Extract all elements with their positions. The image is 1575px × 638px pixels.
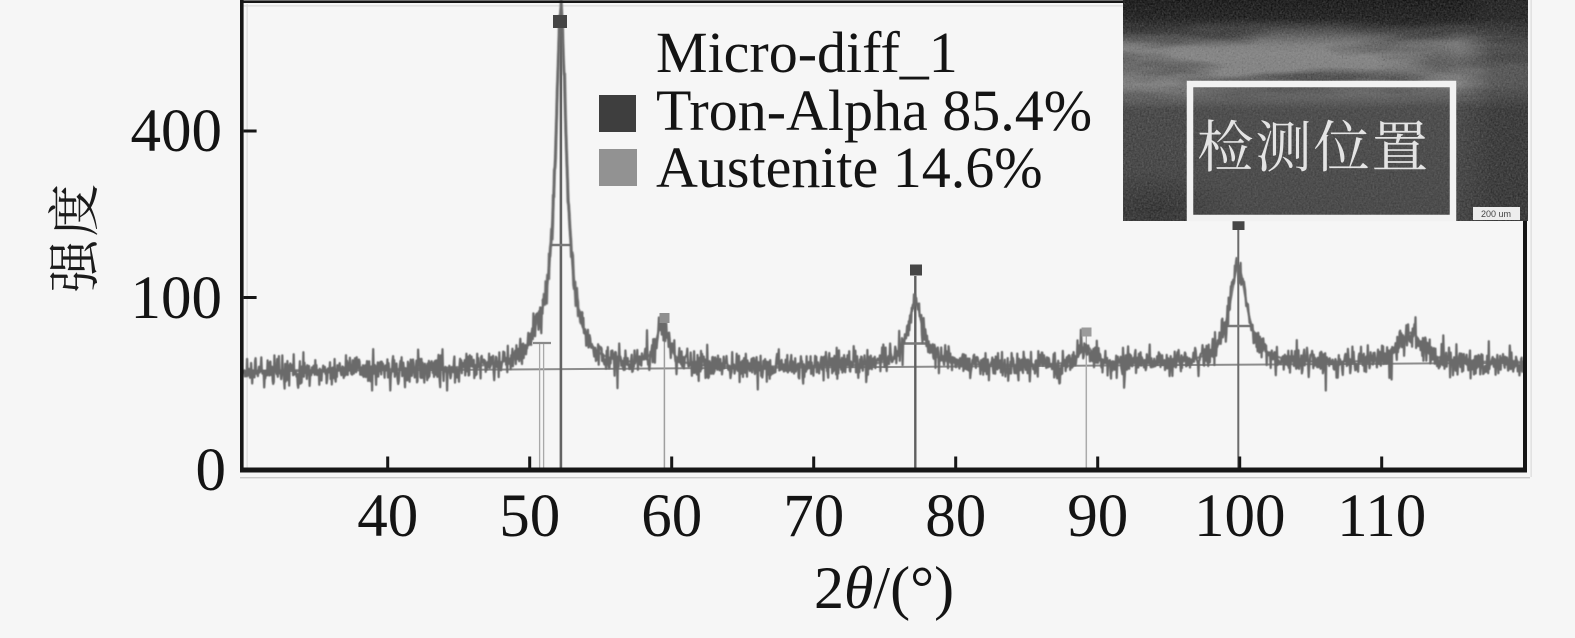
svg-text:200 um: 200 um <box>1481 209 1511 219</box>
svg-text:110: 110 <box>1337 483 1426 550</box>
svg-text:70: 70 <box>783 483 844 550</box>
svg-text:80: 80 <box>925 483 986 550</box>
svg-text:400: 400 <box>131 98 223 165</box>
svg-text:40: 40 <box>357 483 418 550</box>
svg-text:90: 90 <box>1067 483 1128 550</box>
svg-text:50: 50 <box>499 483 560 550</box>
svg-text:100: 100 <box>1194 483 1286 550</box>
svg-text:Tron-Alpha 85.4%: Tron-Alpha 85.4% <box>656 78 1092 143</box>
svg-text:Austenite 14.6%: Austenite 14.6% <box>656 135 1043 200</box>
svg-text:2θ/(°): 2θ/(°) <box>814 555 954 621</box>
svg-text:Micro-diff_1: Micro-diff_1 <box>656 20 958 85</box>
svg-text:100: 100 <box>131 265 223 332</box>
svg-text:60: 60 <box>641 483 702 550</box>
svg-text:0: 0 <box>196 437 227 504</box>
